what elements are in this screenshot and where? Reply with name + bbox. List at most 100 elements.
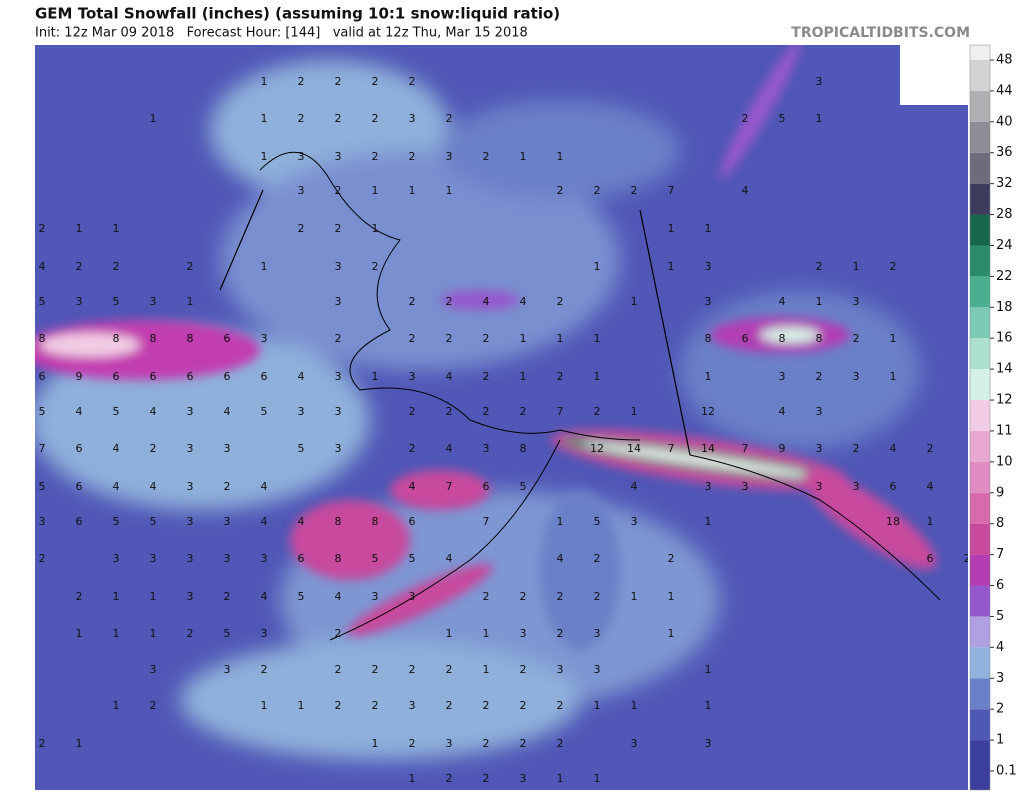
colorbar-swatch <box>970 492 990 524</box>
map-value-label: 4 <box>113 442 120 455</box>
map-value-label: 2 <box>409 405 416 418</box>
colorbar-swatch <box>970 430 990 462</box>
map-value-label: 3 <box>705 737 712 750</box>
map-value-label: 9 <box>779 442 786 455</box>
map-value-label: 1 <box>668 222 675 235</box>
map-value-label: 4 <box>890 442 897 455</box>
map-value-label: 5 <box>39 480 46 493</box>
colorbar-label: 32 <box>996 176 1013 191</box>
map-value-label: 3 <box>335 405 342 418</box>
map-value-label: 2 <box>483 772 490 785</box>
map-value-label: 2 <box>409 737 416 750</box>
map-value-label: 2 <box>557 590 564 603</box>
map-value-label: 2 <box>668 552 675 565</box>
map-value-label: 1 <box>668 590 675 603</box>
map-value-label: 1 <box>261 260 268 273</box>
map-value-label: 3 <box>446 737 453 750</box>
map-value-label: 8 <box>335 515 342 528</box>
map-value-label: 3 <box>853 480 860 493</box>
map-value-label: 2 <box>520 405 527 418</box>
map-value-label: 5 <box>298 442 305 455</box>
map-value-label: 1 <box>150 112 157 125</box>
map-value-label: 1 <box>409 184 416 197</box>
map-value-label: 8 <box>39 332 46 345</box>
colorbar-swatch <box>970 245 990 277</box>
map-value-label: 2 <box>409 332 416 345</box>
map-value-label: 3 <box>742 480 749 493</box>
map-value-label: 1 <box>446 184 453 197</box>
map-value-label: 3 <box>335 295 342 308</box>
map-value-label: 4 <box>557 552 564 565</box>
map-value-label: 1 <box>520 370 527 383</box>
map-value-label: 3 <box>372 590 379 603</box>
colorbar-swatch <box>970 369 990 401</box>
colorbar-swatch <box>970 523 990 555</box>
map-value-label: 2 <box>335 699 342 712</box>
map-value-label: 2 <box>520 699 527 712</box>
map-value-label: 1 <box>76 222 83 235</box>
map-value-label: 2 <box>816 370 823 383</box>
map-value-label: 3 <box>150 663 157 676</box>
map-value-label: 1 <box>557 772 564 785</box>
map-value-label: 1 <box>631 590 638 603</box>
colorbar-label: 2 <box>996 702 1004 717</box>
map-value-label: 5 <box>520 480 527 493</box>
map-value-label: 2 <box>335 222 342 235</box>
subtitle: Init: 12z Mar 09 2018 Forecast Hour: [14… <box>35 26 528 41</box>
map-value-label: 2 <box>372 112 379 125</box>
map-value-label: 8 <box>816 332 823 345</box>
map-value-label: 2 <box>520 737 527 750</box>
map-value-label: 3 <box>631 515 638 528</box>
map-value-label: 2 <box>298 112 305 125</box>
colorbar-swatch <box>970 214 990 246</box>
map-value-label: 1 <box>372 222 379 235</box>
map-value-label: 3 <box>224 515 231 528</box>
colorbar-swatch <box>970 276 990 308</box>
map-value-label: 2 <box>76 590 83 603</box>
map-value-label: 1 <box>890 370 897 383</box>
map-value-label: 5 <box>779 112 786 125</box>
map-value-label: 3 <box>335 150 342 163</box>
colorbar-label: 9 <box>996 485 1004 500</box>
colorbar-label: 18 <box>996 300 1013 315</box>
map-value-label: 7 <box>557 405 564 418</box>
map-value-label: 7 <box>39 442 46 455</box>
map-value-label: 2 <box>76 260 83 273</box>
map-value-label: 2 <box>557 295 564 308</box>
map-value-label: 3 <box>779 370 786 383</box>
map-value-label: 1 <box>298 699 305 712</box>
map-value-label: 3 <box>853 295 860 308</box>
map-value-label: 3 <box>705 480 712 493</box>
map-value-label: 2 <box>853 332 860 345</box>
map-value-label: 3 <box>816 405 823 418</box>
map-value-label: 8 <box>187 332 194 345</box>
map-value-label: 8 <box>779 332 786 345</box>
map-value-label: 3 <box>261 332 268 345</box>
map-value-label: 1 <box>631 295 638 308</box>
map-value-label: 6 <box>39 370 46 383</box>
map-value-label: 1 <box>409 772 416 785</box>
map-value-label: 2 <box>557 737 564 750</box>
colorbar-swatch <box>970 121 990 153</box>
map-value-label: 2 <box>483 590 490 603</box>
map-value-label: 2 <box>335 627 342 640</box>
map-value-label: 5 <box>150 515 157 528</box>
map-value-label: 2 <box>335 112 342 125</box>
colorbar-label: 44 <box>996 83 1013 98</box>
map-value-label: 2 <box>39 552 46 565</box>
colorbar-label: 40 <box>996 114 1013 129</box>
map-value-label: 8 <box>150 332 157 345</box>
colorbar-label: 12 <box>996 393 1013 408</box>
map-value-label: 1 <box>187 295 194 308</box>
map-value-label: 2 <box>446 663 453 676</box>
map-value-label: 1 <box>446 627 453 640</box>
map-value-label: 2 <box>594 590 601 603</box>
map-value-label: 4 <box>298 515 305 528</box>
colorbar-swatch <box>970 647 990 679</box>
map-value-label: 3 <box>76 295 83 308</box>
map-value-label: 8 <box>705 332 712 345</box>
map-value-label: 1 <box>668 627 675 640</box>
map-value-label: 5 <box>298 590 305 603</box>
map-value-label: 2 <box>483 370 490 383</box>
